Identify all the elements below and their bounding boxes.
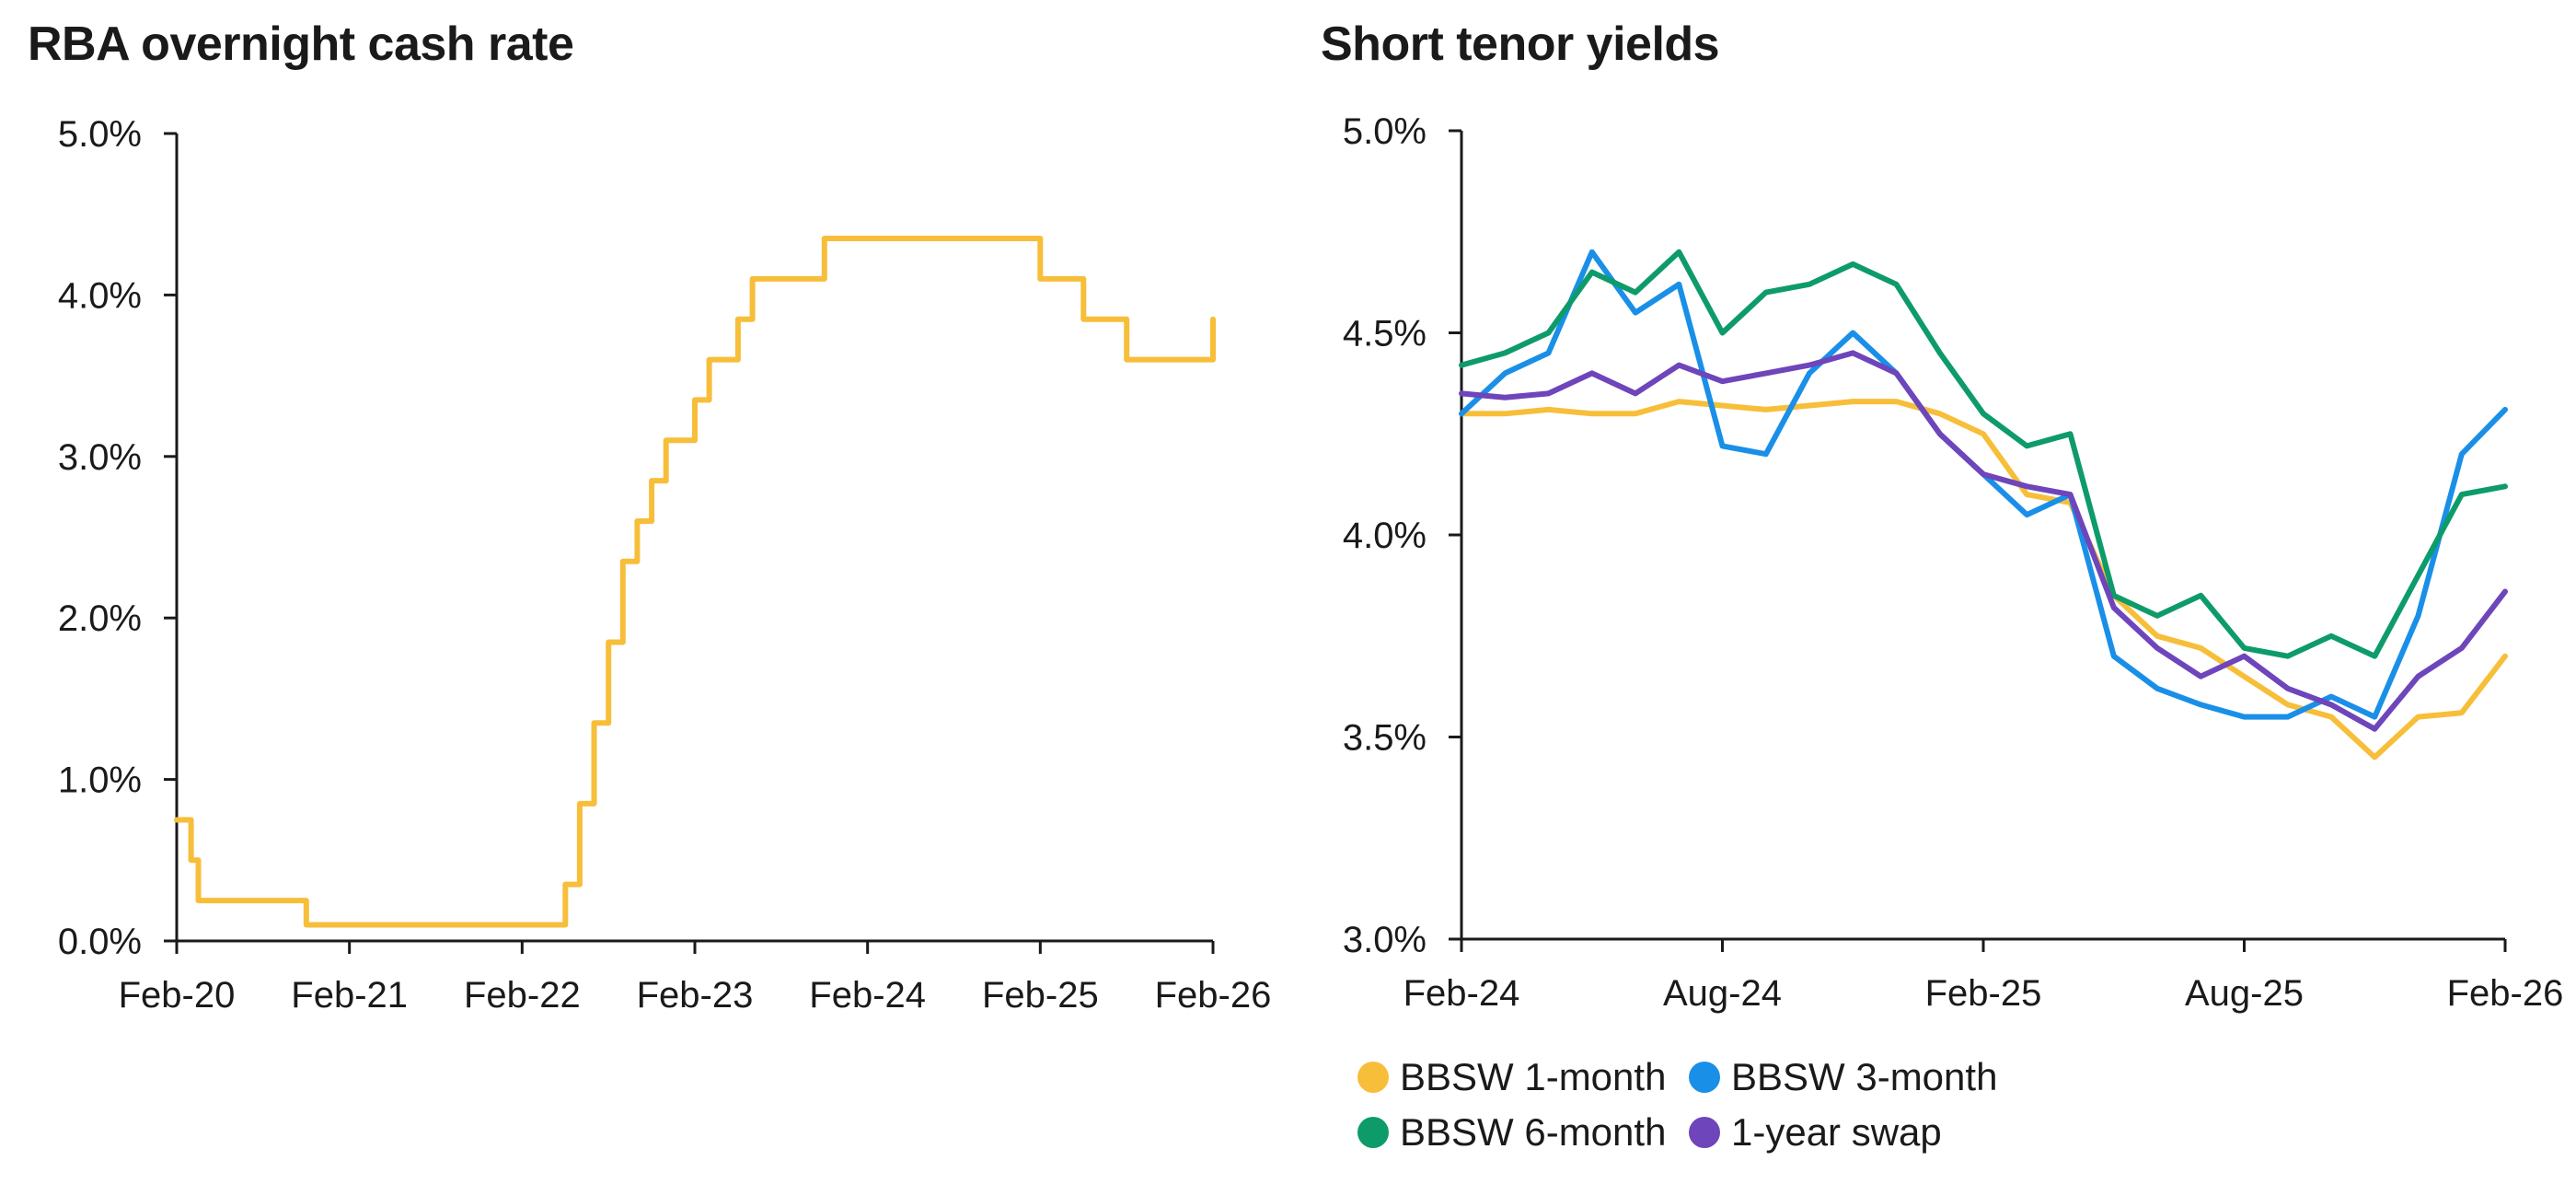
series-line-cash-rate [174,236,1216,928]
y-tick-label: 3.0% [1343,920,1427,960]
legend-swatch [1357,1062,1389,1093]
chart-title-short-tenor-yields: Short tenor yields [1321,17,1720,71]
legend-label: BBSW 6-month [1400,1110,1667,1154]
y-tick-label: 4.0% [1343,516,1427,556]
x-tick-label: Feb-24 [809,975,926,1016]
legend-label: BBSW 1-month [1400,1055,1667,1098]
series-line-bbsw-1-month [1459,399,2508,760]
legend-label: BBSW 3-month [1731,1055,1998,1098]
series-line-bbsw-3-month [1459,249,2508,720]
series-line-bbsw-6-month [1459,249,2508,659]
legend-swatch [1689,1117,1720,1148]
x-tick-label: Feb-21 [291,975,408,1016]
x-tick-label: Feb-25 [1925,973,2042,1014]
legend-label: 1-year swap [1731,1110,1942,1154]
x-tick-label: Feb-23 [637,975,754,1016]
legend-swatch [1689,1062,1720,1093]
x-tick-label: Feb-26 [2447,973,2564,1014]
legend-item-bbsw-1-month: BBSW 1-month [1357,1055,1689,1099]
legend-item-bbsw-3-month: BBSW 3-month [1689,1055,1997,1099]
y-tick-label: 1.0% [58,760,142,801]
y-tick-label: 5.0% [58,114,142,155]
chart-title-cash-rate: RBA overnight cash rate [28,17,574,71]
legend-item-1-year-swap: 1-year swap [1689,1110,1942,1155]
x-tick-label: Aug-24 [1663,973,1782,1014]
series-line-1-year-swap [1459,350,2508,732]
legend-item-bbsw-6-month: BBSW 6-month [1357,1110,1689,1155]
x-tick-label: Feb-20 [119,975,236,1016]
y-tick-label: 5.0% [1343,111,1427,152]
y-tick-label: 4.0% [58,275,142,316]
y-tick-label: 2.0% [58,598,142,639]
x-tick-label: Feb-26 [1155,975,1272,1016]
x-tick-label: Aug-25 [2185,973,2304,1014]
x-tick-label: Feb-24 [1404,973,1520,1014]
legend: BBSW 1-month BBSW 3-month BBSW 6-month 1… [1357,1050,2014,1160]
y-tick-label: 4.5% [1343,314,1427,354]
legend-swatch [1357,1117,1389,1148]
y-tick-label: 3.0% [58,437,142,478]
y-tick-label: 3.5% [1343,718,1427,759]
y-tick-label: 0.0% [58,922,142,962]
x-tick-label: Feb-25 [982,975,1099,1016]
x-tick-label: Feb-22 [464,975,581,1016]
